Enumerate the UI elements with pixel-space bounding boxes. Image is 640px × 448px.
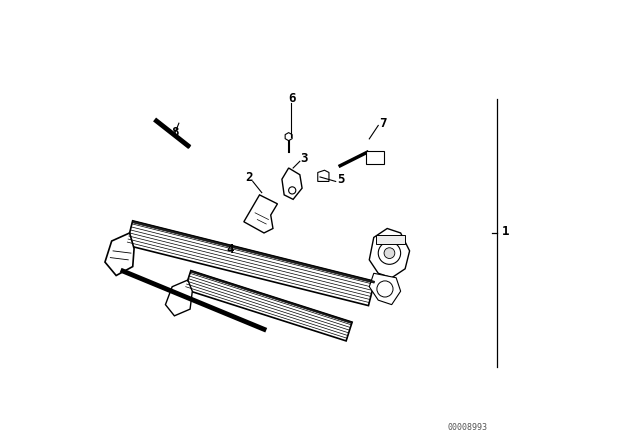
Circle shape [289, 187, 296, 194]
Polygon shape [369, 228, 410, 278]
Text: 8: 8 [172, 126, 179, 139]
Polygon shape [105, 233, 134, 276]
Polygon shape [127, 221, 374, 306]
Circle shape [377, 281, 393, 297]
Polygon shape [190, 271, 352, 323]
Text: 4: 4 [227, 243, 234, 256]
Polygon shape [132, 221, 374, 283]
Polygon shape [185, 271, 352, 341]
Polygon shape [369, 273, 401, 305]
Polygon shape [244, 195, 278, 233]
Circle shape [384, 248, 395, 258]
Circle shape [378, 242, 401, 264]
Text: 2: 2 [245, 171, 253, 184]
Polygon shape [317, 170, 329, 181]
Text: 6: 6 [289, 92, 296, 105]
FancyBboxPatch shape [366, 151, 384, 164]
Polygon shape [165, 280, 192, 316]
FancyBboxPatch shape [376, 235, 405, 244]
Polygon shape [282, 168, 302, 199]
Text: 00008993: 00008993 [448, 423, 488, 432]
Text: 3: 3 [301, 152, 308, 165]
Text: 1: 1 [502, 225, 509, 238]
Polygon shape [285, 133, 292, 141]
Text: 7: 7 [379, 117, 387, 130]
Text: 5: 5 [337, 173, 344, 186]
